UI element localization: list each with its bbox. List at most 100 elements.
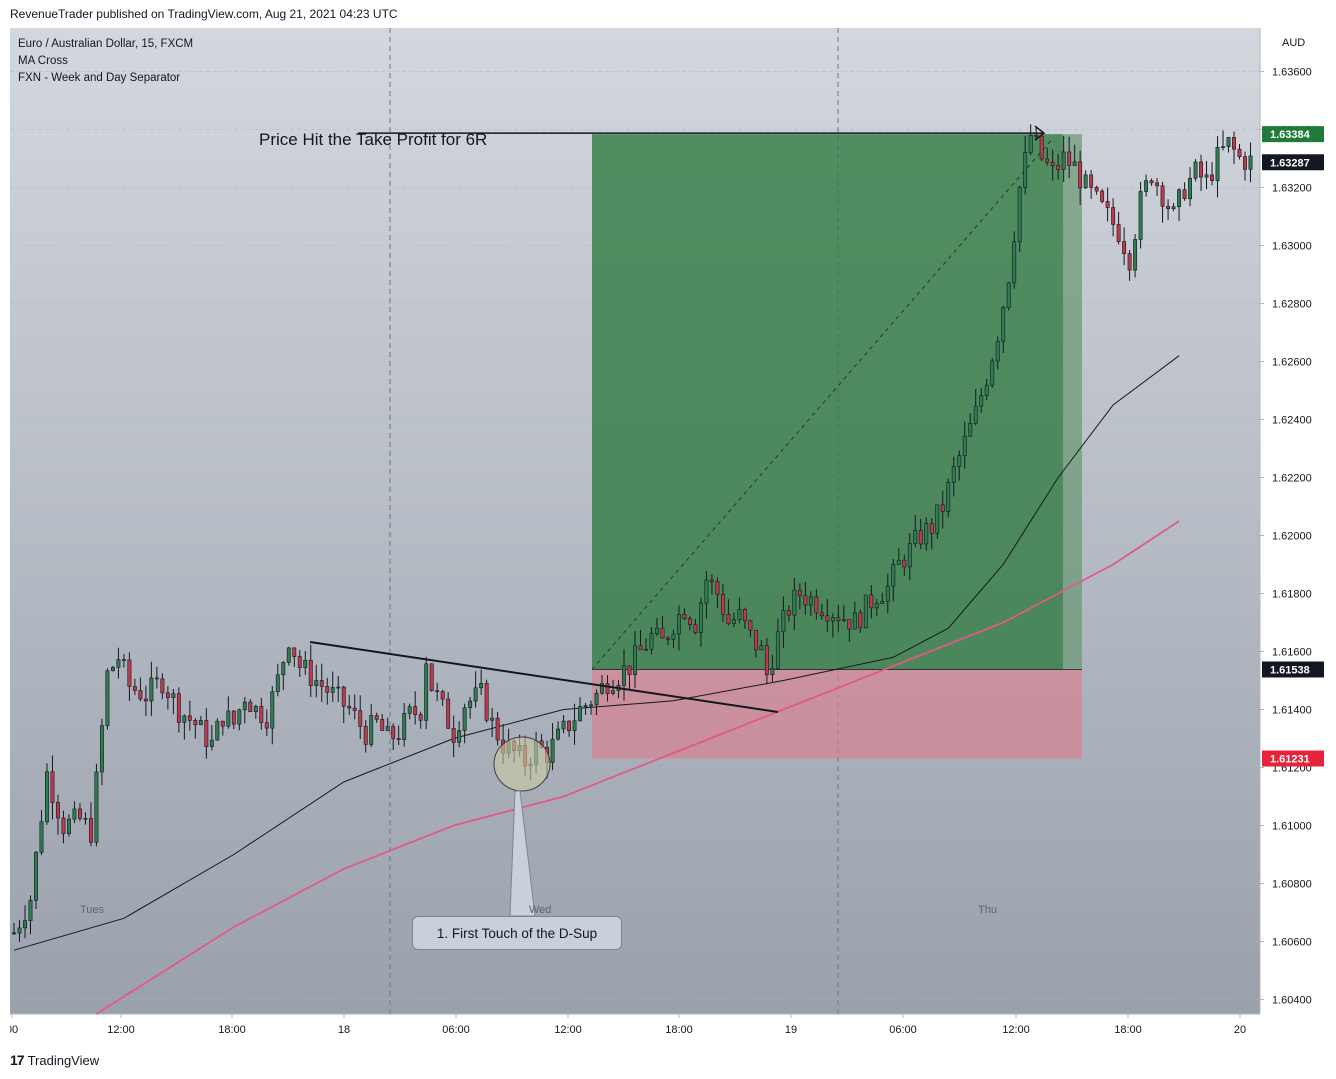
candle-body (1001, 307, 1006, 342)
candle-body (495, 717, 500, 741)
candle-body (248, 701, 253, 713)
candle-body (160, 678, 165, 694)
candle-body (896, 559, 901, 565)
candle-body (149, 677, 154, 702)
price-chart[interactable]: 1.636001.634001.632001.630001.628001.626… (10, 28, 1326, 1044)
y-tick-label: 1.63000 (1272, 241, 1312, 253)
legend-separator[interactable]: FXN - Week and Day Separator (18, 72, 181, 84)
candle-body (808, 596, 813, 606)
candle-body (814, 596, 819, 614)
candle-body (286, 647, 291, 663)
candle-body (1232, 137, 1236, 150)
candle-body (226, 710, 231, 727)
candle-body (880, 600, 885, 604)
loss-zone[interactable] (592, 669, 1082, 759)
candle-body (12, 932, 16, 935)
profit-zone[interactable] (592, 134, 1063, 670)
candle-body (138, 690, 143, 700)
price-tag[interactable] (1262, 750, 1324, 767)
candle-body (484, 683, 489, 721)
profit-zone-extension (1063, 134, 1082, 670)
candle-body (627, 665, 632, 675)
candle-body (583, 705, 588, 707)
candle-body (490, 717, 495, 721)
candle-body (204, 720, 209, 747)
candle-body (1012, 241, 1017, 284)
trendline[interactable] (309, 641, 779, 713)
candle-body (462, 707, 467, 731)
candle-body (550, 738, 555, 763)
candle-body (209, 739, 214, 747)
y-tick-label: 1.61600 (1272, 647, 1312, 659)
price-tag[interactable] (1262, 154, 1324, 171)
take-profit-annotation[interactable]: Price Hit the Take Profit for 6R (259, 130, 488, 149)
candle-body (413, 706, 418, 715)
candle-body (1127, 253, 1132, 271)
candle-body (1248, 155, 1253, 170)
time-axis-background (10, 1014, 1326, 1044)
candle-body (688, 618, 692, 625)
candle-body (979, 395, 984, 407)
candle-body (1050, 161, 1055, 166)
x-tick-label: 12:00 (107, 1024, 135, 1036)
legend-ma-cross[interactable]: MA Cross (18, 55, 68, 67)
candle-body (1045, 158, 1050, 163)
first-touch-callout[interactable]: 1. First Touch of the D-Sup (412, 916, 622, 950)
candle-body (589, 704, 593, 707)
candle-body (435, 690, 440, 693)
candle-body (561, 720, 566, 730)
x-tick-label: 06:00 (889, 1024, 917, 1036)
candle-body (121, 659, 126, 661)
candle-body (325, 686, 330, 693)
candle-body (264, 722, 269, 729)
candle-body (1028, 134, 1033, 153)
price-axis-background (1260, 28, 1326, 1014)
candle-body (1171, 206, 1176, 209)
candle-body (61, 817, 66, 834)
candle-body (1204, 174, 1209, 178)
candle-body (863, 594, 868, 629)
first-touch-circle[interactable] (493, 736, 551, 792)
slow-ma-line (95, 520, 1180, 1015)
footer-brand[interactable]: TradingView (27, 1052, 100, 1068)
candle-body (396, 738, 401, 740)
candle-body (1210, 174, 1214, 181)
candle-body (319, 680, 324, 687)
candle-body (336, 686, 341, 689)
tradingview-logo-icon[interactable]: 17 (10, 1052, 25, 1068)
candle-body (424, 663, 429, 721)
candle-body (797, 589, 802, 597)
candle-body (193, 720, 198, 726)
candle-body (28, 900, 33, 921)
candle-body (847, 619, 852, 630)
candle-body (72, 808, 77, 820)
candle-body (231, 710, 236, 725)
candle-body (292, 647, 297, 657)
chart-legend: Euro / Australian Dollar, 15, FXCM MA Cr… (18, 36, 193, 87)
candle-body (1188, 177, 1193, 200)
candle-body (819, 612, 824, 617)
candle-body (176, 693, 181, 723)
candle-body (1039, 135, 1044, 160)
candle-body (605, 683, 610, 694)
candle-body (940, 504, 945, 512)
candle-body (67, 818, 71, 834)
candle-body (720, 594, 725, 615)
candle-body (1199, 161, 1203, 178)
candle-body (907, 542, 912, 568)
candle-body (660, 627, 665, 639)
chart-area[interactable]: 1.636001.634001.632001.630001.628001.626… (10, 28, 1326, 1044)
candle-body (1006, 282, 1011, 308)
candle-body (220, 720, 225, 727)
candle-body (918, 530, 923, 545)
price-tag[interactable] (1262, 661, 1324, 678)
candle-body (874, 603, 879, 609)
candle-body (253, 705, 258, 713)
candle-body (957, 455, 962, 467)
candle-body (330, 687, 335, 693)
candle-body (187, 715, 192, 721)
candle-body (1017, 186, 1022, 242)
candle-body (644, 648, 648, 651)
legend-symbol[interactable]: Euro / Australian Dollar, 15, FXCM (18, 38, 194, 50)
price-tag[interactable] (1262, 126, 1324, 143)
